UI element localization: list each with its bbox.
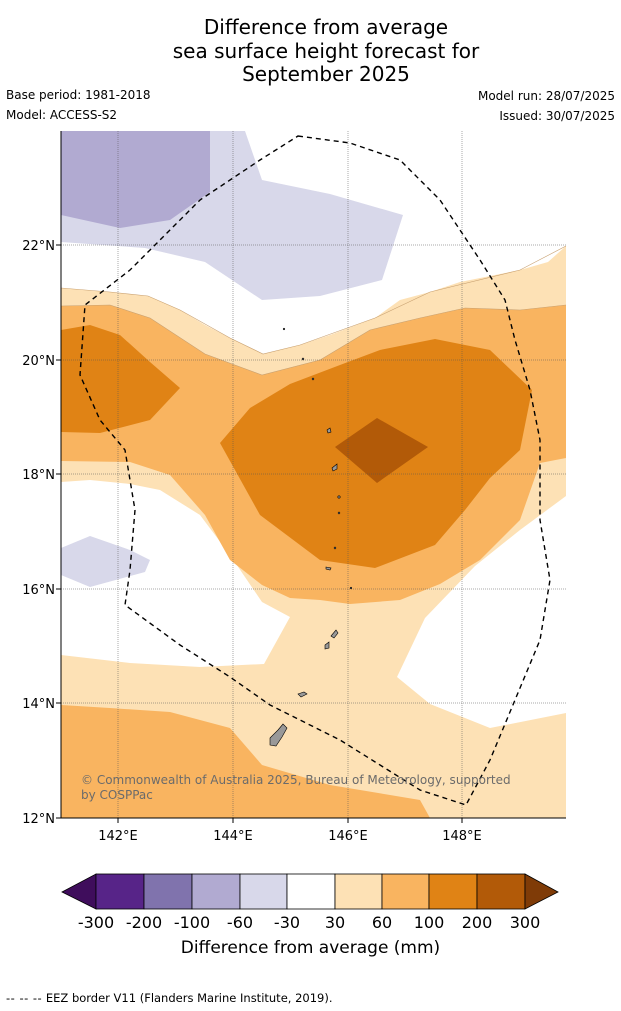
title-line-2: sea surface height forecast for: [172, 38, 480, 63]
map-title: Difference from average sea surface heig…: [0, 15, 621, 87]
colorbar-tick-30: 30: [325, 913, 345, 932]
island-pagan: [331, 463, 338, 472]
islands: [269, 327, 353, 747]
copyright-line-1: © Commonwealth of Australia 2025, Bureau…: [81, 773, 511, 787]
colorbar-bin-200: [476, 873, 526, 910]
colorbar-bin-zero: [286, 873, 336, 910]
colorbar: [61, 873, 559, 910]
colorbar-tick-neg100: -100: [174, 913, 210, 932]
lon-label-148: 148°E: [442, 829, 482, 844]
colorbar-bin-neg60: [191, 873, 241, 910]
island-sarigan: [333, 546, 337, 550]
region-neutral-southwest: [61, 480, 290, 667]
island-farallon-de-medinilla: [349, 586, 353, 590]
colorbar-extend-low: [61, 873, 97, 910]
contour-line-30: [61, 245, 566, 355]
island-rota: [297, 691, 308, 698]
colorbar-bin-neg200: [95, 873, 145, 910]
colorbar-extend-high: [524, 873, 559, 910]
colorbar-tick-300: 300: [510, 913, 541, 932]
lat-label-22: 22°N: [22, 239, 55, 254]
colorbar-title: Difference from average (mm): [180, 938, 441, 958]
lat-label-12: 12°N: [22, 812, 55, 827]
colorbar-bin-100: [428, 873, 478, 910]
title-line-1: Difference from average: [203, 15, 449, 39]
island-guam: [269, 723, 288, 747]
eez-border: [79, 135, 551, 806]
colorbar-ticks: -300 -200 -100 -60 -30 30 60 100 200 300: [78, 913, 540, 932]
region-200-300-central: [335, 418, 428, 483]
lat-label-20: 20°N: [22, 354, 55, 369]
colorbar-tick-100: 100: [414, 913, 445, 932]
colorbar-tick-neg300: -300: [78, 913, 114, 932]
colorbar-bin-neg30: [239, 873, 288, 910]
island-tinian: [324, 641, 330, 650]
lat-label-14: 14°N: [22, 697, 55, 712]
title-line-3: September 2025: [242, 62, 410, 86]
island-agrihan: [326, 427, 332, 434]
island-asuncion: [311, 377, 315, 381]
colorbar-bin-neg100: [143, 873, 193, 910]
model-label: Model: ACCESS-S2: [6, 108, 118, 122]
base-period-label: Base period: 1981-2018: [6, 88, 151, 102]
eez-legend-text: EEZ border V11 (Flanders Marine Institut…: [45, 991, 333, 1005]
footnote: -- -- -- EEZ border V11 (Flanders Marine…: [6, 991, 333, 1005]
model-run-label: Model run: 28/07/2025: [477, 89, 615, 103]
island-maug: [301, 357, 305, 361]
contour-layer: [61, 131, 566, 818]
issued-label: Issued: 30/07/2025: [499, 109, 615, 123]
gridlines: [61, 131, 566, 818]
colorbar-tick-60: 60: [372, 913, 392, 932]
lat-axis: 22°N 20°N 18°N 16°N 14°N 12°N: [22, 239, 61, 827]
lon-axis: 142°E 144°E 146°E 148°E: [98, 818, 482, 844]
colorbar-tick-neg30: -30: [274, 913, 300, 932]
lat-label-16: 16°N: [22, 583, 55, 598]
colorbar-tick-neg200: -200: [126, 913, 162, 932]
island-alamagan: [337, 495, 341, 499]
region-neutral-southeast: [397, 496, 566, 728]
region-60-100-south: [61, 705, 430, 818]
island-anatahan: [325, 566, 332, 571]
colorbar-tick-neg60: -60: [227, 913, 253, 932]
eez-legend-dashes: -- -- --: [6, 991, 43, 1005]
colorbar-bin-60: [381, 873, 430, 910]
colorbar-bin-30: [334, 873, 383, 910]
copyright-line-2: by COSPPac: [81, 788, 153, 802]
region-minus30-west: [61, 536, 150, 587]
island-guguan: [337, 511, 341, 515]
lon-label-142: 142°E: [98, 829, 138, 844]
region-minus60-north: [61, 131, 210, 228]
lon-label-146: 146°E: [328, 829, 368, 844]
lon-label-144: 144°E: [213, 829, 253, 844]
colorbar-tick-200: 200: [462, 913, 493, 932]
region-100-200-west: [61, 325, 180, 433]
island-saipan: [330, 629, 339, 639]
island-uracas: [282, 327, 286, 331]
lat-label-18: 18°N: [22, 468, 55, 483]
